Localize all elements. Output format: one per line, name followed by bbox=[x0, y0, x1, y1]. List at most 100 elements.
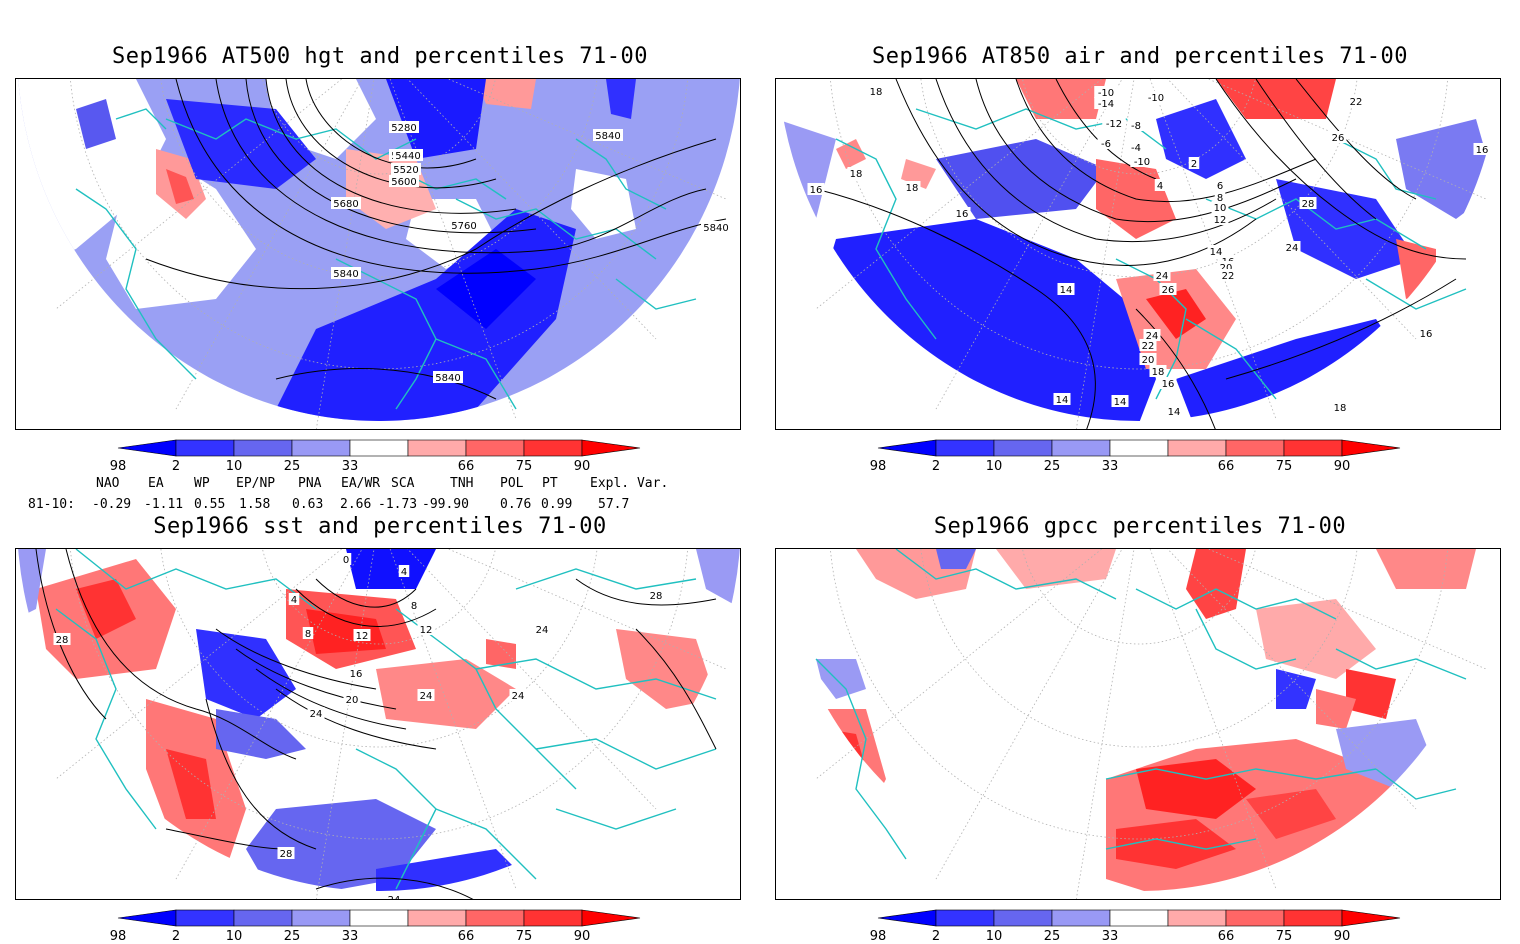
index-value: 0.76 bbox=[500, 497, 532, 512]
contour-label-bg bbox=[1347, 95, 1365, 107]
contour-label-bg bbox=[331, 197, 361, 209]
contour-label: 6 bbox=[1217, 181, 1223, 192]
contour-label-bg bbox=[1144, 91, 1168, 103]
contour-label: 18 bbox=[1334, 403, 1347, 414]
contour-label: 5840 bbox=[435, 373, 460, 384]
colorbar-tick-label: 10 bbox=[986, 459, 1003, 474]
index-value: 0.63 bbox=[292, 497, 324, 512]
contour-label-bg bbox=[1097, 137, 1115, 149]
panel-title-gpcc: Sep1966 gpcc percentiles 71-00 bbox=[933, 514, 1347, 539]
contour-label-bg bbox=[277, 847, 295, 859]
colorbar-segment bbox=[1051, 439, 1111, 457]
contour-label: 4 bbox=[1157, 181, 1163, 192]
contour-label: 0 bbox=[343, 555, 349, 566]
contour-label: 16 bbox=[956, 209, 969, 220]
contour-label-bg bbox=[408, 599, 420, 611]
contour-label-bg bbox=[647, 589, 665, 601]
colorbar-arrow-high bbox=[581, 439, 641, 457]
colorbar-arrow-low bbox=[877, 439, 937, 457]
contour-label: 24 bbox=[1146, 331, 1159, 342]
contour-label-bg bbox=[1094, 97, 1118, 109]
contour-label: 5840 bbox=[333, 269, 358, 280]
contour-label-bg bbox=[593, 129, 623, 141]
index-value: 57.7 bbox=[598, 497, 630, 512]
contour-label-bg bbox=[509, 689, 527, 701]
contour-label: 5840 bbox=[595, 131, 620, 142]
contour-label: 24 bbox=[310, 709, 323, 720]
index-header: EA bbox=[148, 476, 164, 491]
colorbar-arrow-high bbox=[581, 909, 641, 927]
contour-label-bg bbox=[389, 121, 419, 133]
contour-label: 22 bbox=[1350, 97, 1363, 108]
colorbar-tick-label: 25 bbox=[1044, 459, 1061, 474]
index-header: EP/NP bbox=[236, 476, 276, 491]
contour-label-bg bbox=[417, 623, 435, 635]
contour-label: 18 bbox=[1152, 367, 1165, 378]
contour-label-bg bbox=[1299, 197, 1317, 209]
colorbar-segment bbox=[407, 909, 467, 927]
contour-label-bg bbox=[1159, 377, 1177, 389]
contour-label-bg bbox=[1111, 395, 1129, 407]
contour-label-bg bbox=[1127, 119, 1145, 131]
contour-label-bg bbox=[867, 85, 885, 97]
contour-label: 8 bbox=[305, 629, 311, 640]
colorbar-tick-label: 98 bbox=[110, 929, 127, 944]
contour-label-bg bbox=[1207, 245, 1225, 257]
colorbar-segment bbox=[1167, 439, 1227, 457]
colorbar-tick-label: 98 bbox=[110, 459, 127, 474]
contour-label-bg bbox=[307, 707, 325, 719]
contour-label-bg bbox=[433, 371, 463, 383]
contour-label-bg bbox=[1211, 201, 1229, 213]
index-header: NAO bbox=[96, 476, 120, 491]
contour-label-bg bbox=[1473, 143, 1491, 155]
colorbar-hgt500: 2 10 25 33 66 75 90 98 bbox=[110, 439, 648, 474]
colorbar-segment bbox=[175, 439, 235, 457]
contour-label: 18 bbox=[906, 183, 919, 194]
colorbar-segment bbox=[1283, 909, 1343, 927]
colorbar-tick-label: 66 bbox=[458, 459, 475, 474]
colorbar-tick-label: 75 bbox=[516, 459, 533, 474]
contour-label: -4 bbox=[1131, 143, 1141, 154]
colorbar-segment bbox=[175, 909, 235, 927]
colorbar-tick-label: 10 bbox=[986, 929, 1003, 944]
colorbar-segment bbox=[1051, 909, 1111, 927]
contour-label-bg bbox=[417, 689, 435, 701]
colorbar-tick-label: 2 bbox=[172, 459, 180, 474]
contour-label: 5440 bbox=[395, 151, 420, 162]
colorbar-tick-label: 90 bbox=[1334, 459, 1351, 474]
index-value: -0.29 bbox=[92, 497, 132, 512]
contour-label: 28 bbox=[56, 635, 69, 646]
colorbar-segment bbox=[465, 439, 525, 457]
index-value: 1.58 bbox=[239, 497, 271, 512]
contour-label: 16 bbox=[810, 185, 823, 196]
contour-label: -6 bbox=[1101, 139, 1111, 150]
index-header: Expl. Var. bbox=[590, 476, 669, 491]
contour-labels-hgt500: 5280536054405520560056805760584058405840… bbox=[331, 121, 731, 384]
contour-label-bg bbox=[1417, 327, 1435, 339]
colorbar-segment bbox=[523, 439, 583, 457]
index-value: -99.90 bbox=[422, 497, 469, 512]
contour-label: 10 bbox=[1214, 203, 1227, 214]
contour-label: 16 bbox=[1476, 145, 1489, 156]
colorbar-tick-label: 25 bbox=[284, 459, 301, 474]
colorbar-tick-label: 33 bbox=[1102, 459, 1119, 474]
index-header: EA/WR bbox=[341, 476, 381, 491]
contour-label-bg bbox=[1211, 213, 1229, 225]
colorbar-segment bbox=[523, 909, 583, 927]
contour-label-bg bbox=[1153, 269, 1171, 281]
contour-label-bg bbox=[1149, 365, 1167, 377]
index-header: PNA bbox=[298, 476, 322, 491]
contour-labels-air850: -10-10-14-12-8-6-4-102468101214161818181… bbox=[807, 85, 1491, 418]
contour-label: 20 bbox=[346, 695, 359, 706]
index-header: SCA bbox=[391, 476, 415, 491]
colorbar-tick-label: 10 bbox=[226, 929, 243, 944]
contour-label-bg bbox=[807, 183, 825, 195]
colorbar-tick-label: 33 bbox=[1102, 929, 1119, 944]
contour-label-bg bbox=[1130, 155, 1154, 167]
colorbar-air850: 2 10 25 33 66 75 90 98 bbox=[870, 439, 1408, 474]
contour-label: 12 bbox=[420, 625, 433, 636]
contour-label: 16 bbox=[1162, 379, 1175, 390]
contour-label: 8 bbox=[411, 601, 417, 612]
contour-label-bg bbox=[1283, 241, 1301, 253]
colorbar-arrow-low bbox=[117, 439, 177, 457]
